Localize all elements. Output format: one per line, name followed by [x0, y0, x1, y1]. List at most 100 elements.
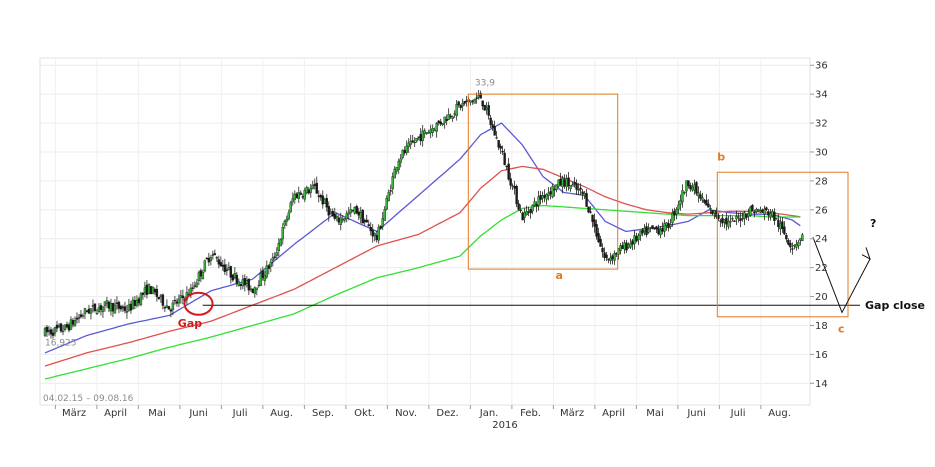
candle-body: [461, 102, 464, 107]
candle-body: [519, 209, 522, 212]
candle-body: [239, 283, 243, 287]
candle-body: [255, 287, 259, 291]
x-tick-label: Sep.: [312, 408, 334, 419]
candle-body: [405, 145, 408, 153]
candle-body: [399, 158, 402, 163]
candle-body: [703, 200, 706, 203]
candle-body: [223, 264, 227, 272]
candle-body: [455, 104, 458, 117]
candle-body: [419, 134, 422, 142]
candle-body: [129, 303, 133, 311]
high-value-label: 33,9: [475, 78, 495, 88]
candle-body: [795, 243, 798, 248]
candle-body: [433, 129, 436, 132]
candle-body: [201, 272, 205, 280]
candle-body: [55, 324, 59, 329]
candle-body: [307, 189, 310, 194]
candle-body: [195, 282, 199, 287]
candle-body: [141, 292, 145, 295]
y-tick-label: 28: [815, 176, 828, 187]
candle-body: [759, 210, 762, 213]
candle-body: [83, 308, 87, 314]
candle-body: [53, 327, 57, 334]
candle-body: [135, 299, 139, 306]
x-tick-label: März: [560, 408, 584, 419]
candle-body: [409, 140, 412, 145]
candle-body: [453, 113, 456, 115]
candle-body: [323, 199, 326, 204]
candle-body: [475, 97, 478, 99]
x-tick-label: April: [602, 408, 625, 419]
candle-body: [671, 212, 674, 224]
candle-body: [701, 197, 704, 201]
candle-body: [663, 223, 666, 232]
candle-body: [279, 239, 283, 247]
candle-body: [127, 304, 131, 311]
candle-body: [801, 234, 804, 242]
candle-body: [349, 209, 352, 214]
candle-body: [335, 216, 338, 218]
candle-body: [763, 208, 766, 215]
candle-body: [479, 92, 482, 99]
candle-body: [347, 212, 350, 215]
candle-body: [45, 326, 49, 333]
candle-body: [257, 284, 261, 287]
candle-body: [633, 235, 636, 244]
annotation-b: b: [717, 151, 725, 164]
candle-body: [591, 214, 594, 222]
candle-body: [537, 196, 540, 206]
candle-body: [291, 198, 294, 203]
candle-body: [397, 160, 400, 170]
candle-body: [79, 314, 83, 317]
candle-body: [113, 304, 117, 314]
x-tick-label: März: [62, 408, 86, 419]
candle-body: [163, 307, 167, 309]
candle-body: [101, 306, 105, 313]
candle-body: [643, 227, 646, 232]
candle-body: [547, 192, 550, 196]
candle-body: [441, 123, 444, 125]
candle-body: [309, 188, 312, 193]
candle-body: [425, 132, 428, 134]
candle-body: [281, 227, 285, 240]
x-tick-label: Okt.: [354, 408, 375, 419]
candle-body: [489, 117, 492, 125]
candle-body: [329, 211, 332, 214]
candle-body: [171, 302, 175, 310]
candle-body: [149, 286, 153, 295]
candle-body: [485, 107, 488, 110]
candle-body: [471, 100, 474, 102]
x-tick-label: Nov.: [395, 408, 417, 419]
candle-body: [75, 317, 79, 320]
candle-body: [325, 198, 328, 208]
candle-body: [503, 152, 506, 165]
candle-body: [761, 209, 764, 213]
candle-body: [99, 305, 103, 310]
candle-body: [139, 293, 143, 305]
candle-body: [371, 229, 374, 237]
candle-body: [575, 183, 578, 190]
candle-body: [525, 211, 528, 215]
candle-body: [215, 257, 219, 259]
candle-body: [601, 247, 604, 253]
candle-body: [341, 219, 344, 221]
candle-body: [363, 220, 366, 223]
candle-body: [49, 329, 53, 335]
candle-body: [71, 320, 75, 325]
candle-body: [427, 132, 430, 134]
candle-body: [659, 229, 662, 236]
candle-body: [523, 212, 526, 218]
candle-body: [271, 257, 275, 261]
y-tick-label: 30: [815, 147, 828, 158]
candle-body: [593, 219, 596, 227]
annotation-gap: Gap: [178, 317, 202, 330]
candle-body: [783, 226, 786, 235]
candle-body: [709, 208, 712, 210]
candle-body: [301, 196, 304, 198]
candle-body: [339, 217, 342, 225]
candle-body: [415, 138, 418, 142]
candle-body: [125, 311, 129, 313]
candle-body: [541, 195, 544, 199]
x-tick-label: April: [104, 408, 127, 419]
candle-body: [611, 255, 614, 260]
